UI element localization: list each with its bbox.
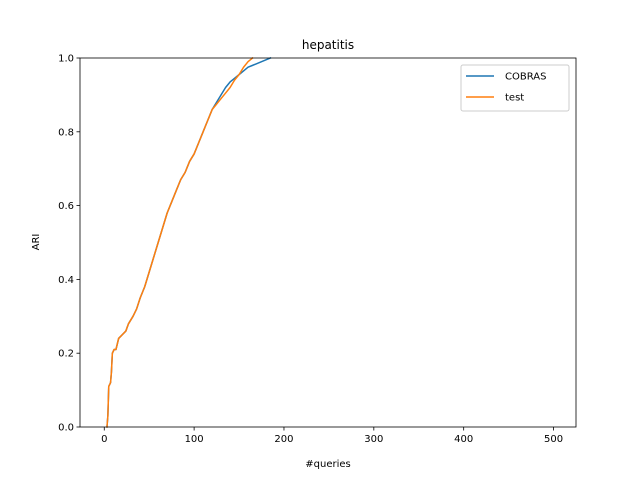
- y-axis-ticks: 0.0 0.2 0.4 0.6 0.8 1.0: [58, 54, 80, 434]
- series-layer: [106, 57, 272, 428]
- x-axis-label: #queries: [305, 459, 350, 470]
- x-tick-label: 300: [364, 434, 383, 445]
- y-tick-label: 0.6: [58, 201, 74, 212]
- x-tick-label: 500: [544, 434, 563, 445]
- legend-label: test: [505, 93, 524, 104]
- plot-area: [79, 57, 577, 428]
- plot-frame: [79, 57, 577, 428]
- legend: COBRAS test: [460, 64, 570, 112]
- y-tick-label: 0.4: [58, 275, 74, 286]
- x-axis-ticks: 0 100 200 300 400 500: [101, 427, 563, 445]
- y-tick-label: 0.2: [58, 349, 74, 360]
- legend-label: COBRAS: [505, 72, 546, 83]
- series-line-test: [106, 57, 254, 428]
- y-tick-label: 1.0: [58, 54, 74, 65]
- x-tick-label: 100: [185, 434, 204, 445]
- y-tick-label: 0.8: [58, 127, 74, 138]
- y-axis-label: ARI: [31, 234, 42, 251]
- chart-title: hepatitis: [302, 38, 354, 52]
- x-tick-label: 400: [454, 434, 473, 445]
- y-tick-label: 0.0: [58, 423, 74, 434]
- x-tick-label: 0: [101, 434, 107, 445]
- x-tick-label: 200: [274, 434, 293, 445]
